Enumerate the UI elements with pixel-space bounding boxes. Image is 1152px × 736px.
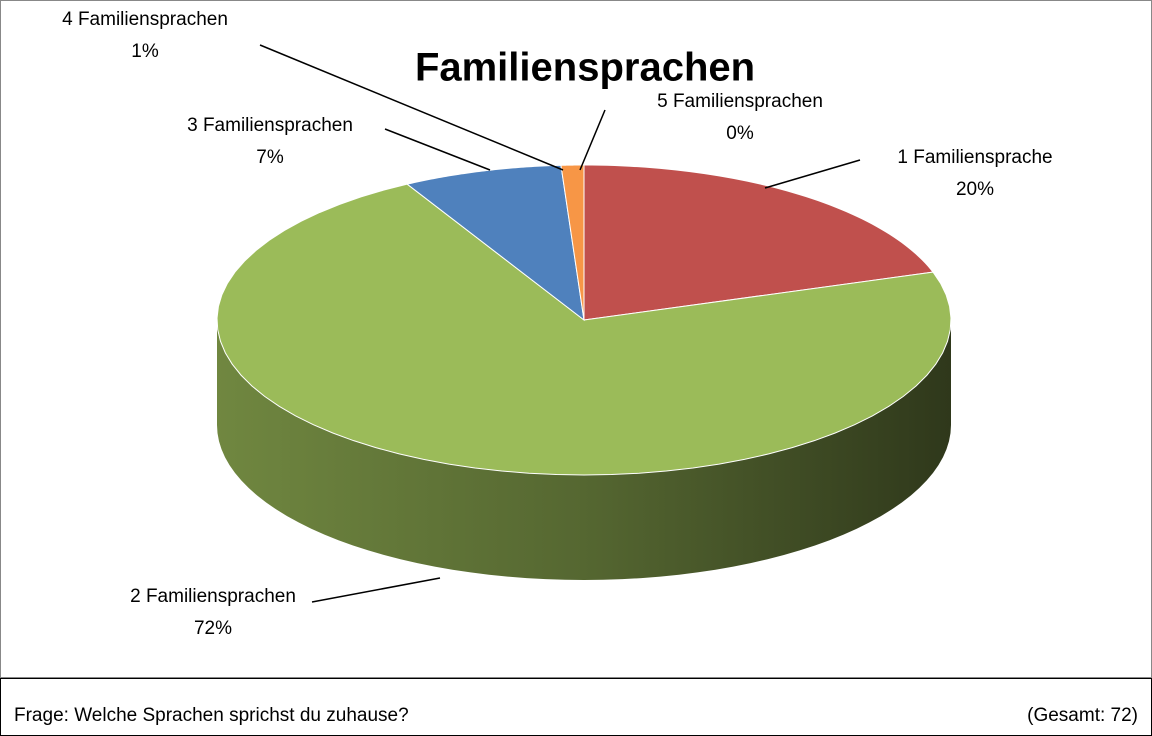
value-label: 20% xyxy=(956,179,994,200)
slice xyxy=(583,164,934,321)
slice-side xyxy=(217,320,951,580)
value-label: 0% xyxy=(726,123,754,144)
leader-line xyxy=(384,128,491,171)
slice xyxy=(216,183,952,476)
slice xyxy=(406,164,585,322)
value-label: 1% xyxy=(131,41,159,62)
category-label: 2 Familiensprachen xyxy=(130,586,296,607)
slice xyxy=(560,164,585,321)
footer-note: Frage: Welche Sprachen sprichst du zuhau… xyxy=(14,705,409,726)
value-label: 72% xyxy=(194,618,232,639)
leader-line xyxy=(764,159,861,189)
footer-total: (Gesamt: 72) xyxy=(1027,705,1138,726)
leader-line xyxy=(311,577,441,603)
pie xyxy=(216,164,952,580)
footer-frame xyxy=(0,678,1152,736)
value-label: 7% xyxy=(256,147,284,168)
category-label: 4 Familiensprachen xyxy=(62,9,228,30)
chart-title: Familiensprachen xyxy=(415,46,755,90)
category-label: 3 Familiensprachen xyxy=(187,115,353,136)
category-label: 1 Familiensprache xyxy=(897,147,1052,168)
leader-line xyxy=(579,109,606,171)
leader-line xyxy=(259,44,564,171)
category-label: 5 Familiensprachen xyxy=(657,91,823,112)
